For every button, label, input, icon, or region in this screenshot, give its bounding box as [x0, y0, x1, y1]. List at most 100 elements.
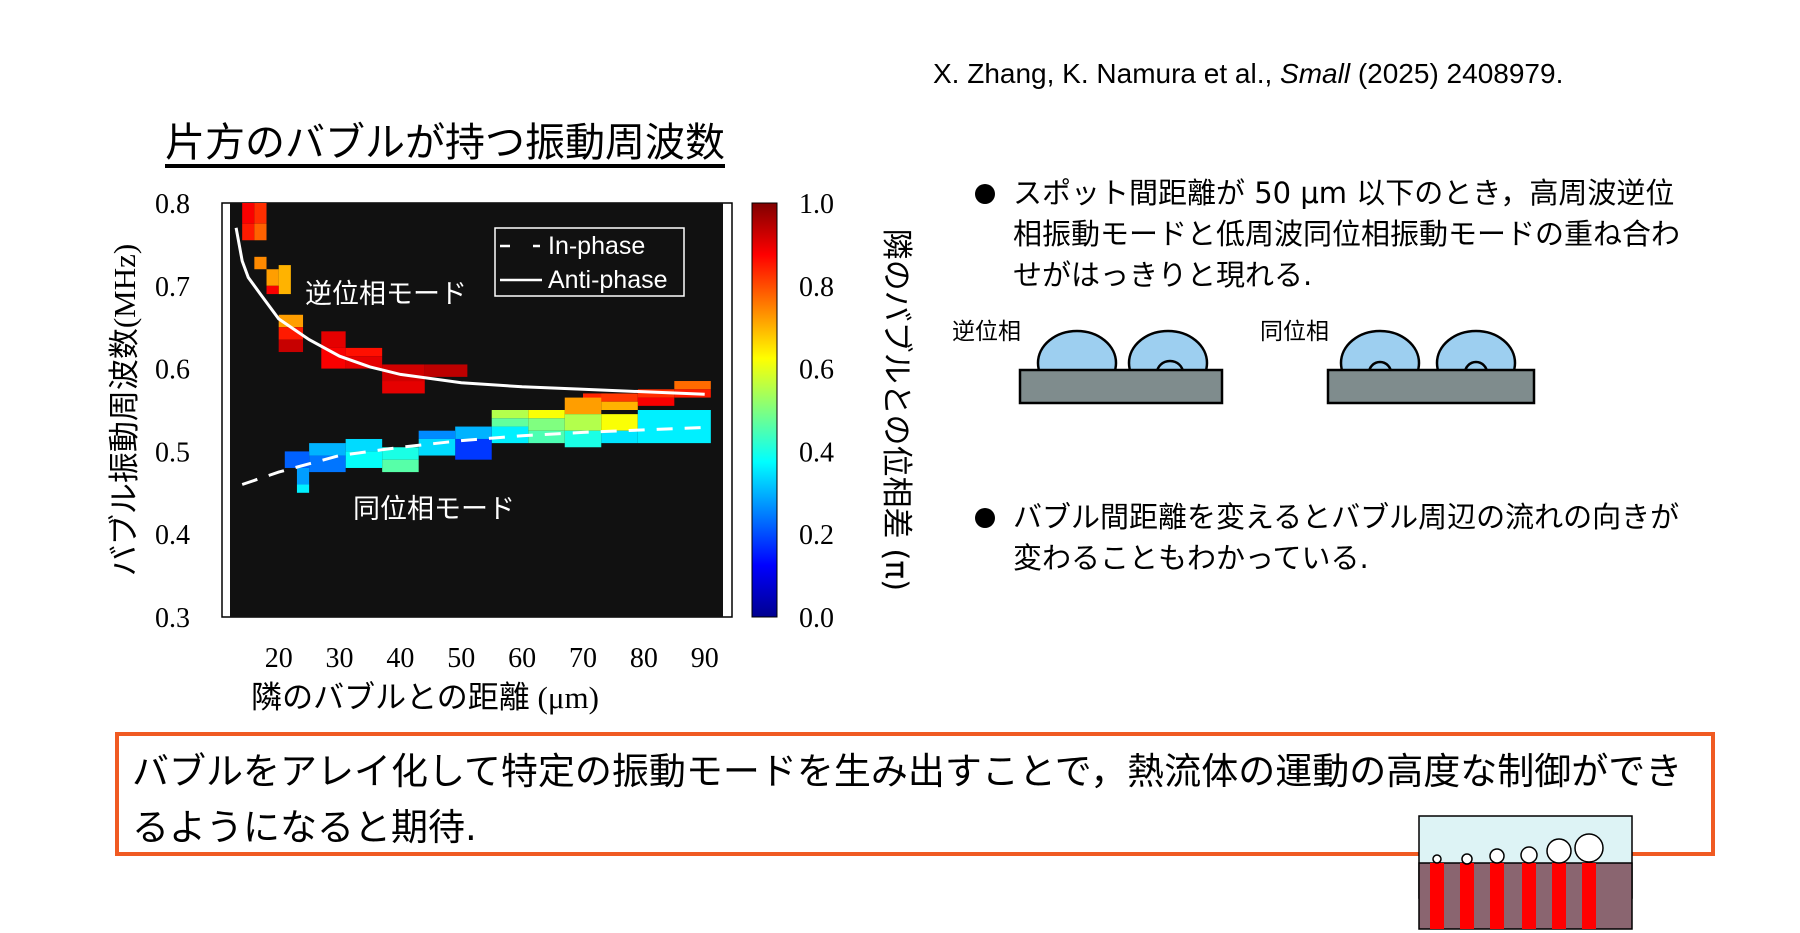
heatmap-cell	[564, 414, 602, 431]
heatmap-cell	[309, 443, 346, 456]
heatmap-cell	[491, 410, 529, 419]
heatmap-cell	[418, 430, 456, 439]
bullet-dot	[975, 184, 995, 204]
heatmap-cell	[382, 459, 419, 473]
y-tick-label: 0.5	[155, 437, 190, 468]
citation-authors: X. Zhang, K. Namura et al.,	[933, 58, 1281, 89]
heatmap-cell	[455, 438, 492, 460]
x-tick-label: 30	[326, 643, 354, 674]
x-tick-label: 40	[386, 643, 414, 674]
bubble-array-illustration	[1418, 815, 1633, 930]
bubble	[1461, 853, 1473, 865]
heater-strip	[1552, 863, 1566, 929]
heatmap-cell	[418, 438, 456, 456]
bubble-diagram: 逆位相 同位相	[952, 319, 1538, 408]
heatmap-cells	[242, 203, 711, 493]
colorbar-ticks: 0.0 0.2 0.4 0.6 0.8 1.0	[799, 189, 834, 634]
legend-anti-phase-label: Anti-phase	[548, 266, 668, 294]
in-phase-line	[241, 425, 705, 486]
legend-box	[494, 227, 685, 297]
heater-strip	[1522, 863, 1536, 929]
heatmap-cell	[345, 347, 383, 357]
anti-phase-diagram-label: 逆位相	[952, 319, 1021, 345]
x-tick-label: 80	[630, 643, 658, 674]
colorbar	[751, 202, 778, 618]
heatmap-cell	[254, 256, 267, 270]
bullet-text: スポット間距離が 50 μm 以下のとき，高周波逆位相振動モードと低周波同位相振…	[1013, 176, 1681, 292]
x-tick-label: 50	[447, 643, 475, 674]
conclusion-box	[115, 732, 1715, 856]
y-tick-label: 0.3	[155, 603, 190, 634]
heatmap-cell	[296, 467, 310, 485]
in-phase-mode-annotation: 同位相モード	[353, 494, 515, 525]
heatmap-cell	[455, 426, 492, 439]
colorbar-tick-label: 0.8	[799, 272, 834, 303]
heatmap-cell	[278, 265, 291, 295]
legend: In-phase Anti-phase	[494, 227, 685, 297]
colorbar-tick-label: 1.0	[799, 189, 834, 220]
heatmap-cell	[309, 455, 346, 473]
heater-strip	[1460, 863, 1474, 929]
heatmap-cell	[321, 347, 346, 369]
y-tick-label: 0.6	[155, 355, 190, 386]
anti-phase-mode-annotation: 逆位相モード	[305, 279, 467, 310]
heatmap-cell	[601, 414, 638, 431]
x-tick-label: 70	[569, 643, 597, 674]
bullet-dot	[975, 508, 995, 528]
colorbar-label: 隣のバブルとの位相差 (π)	[878, 229, 914, 591]
heatmap-cell	[254, 203, 267, 224]
heatmap-cell	[382, 447, 419, 460]
citation-journal: Small	[1280, 58, 1351, 89]
heatmap-cell	[528, 410, 565, 419]
substrate	[1326, 368, 1536, 405]
x-axis-label: 隣のバブルとの距離 (μm)	[251, 680, 599, 715]
substrate	[1018, 368, 1224, 405]
colorbar-tick-label: 0.2	[799, 520, 834, 551]
citation: X. Zhang, K. Namura et al., Small (2025)…	[933, 58, 1563, 90]
heatmap-cell	[491, 418, 529, 427]
y-tick-label: 0.4	[155, 520, 190, 551]
heatmap-cell	[601, 393, 638, 402]
series-lines	[234, 227, 705, 486]
anti-phase-line	[234, 227, 705, 396]
x-axis-ticks: 20 30 40 50 60 70 80 90	[265, 643, 719, 674]
bubble	[1546, 838, 1572, 864]
y-tick-label: 0.8	[155, 189, 190, 220]
x-tick-label: 60	[508, 643, 536, 674]
bubble	[1432, 854, 1442, 864]
heatmap-cell	[296, 484, 310, 493]
heater-strip	[1582, 863, 1596, 929]
legend-in-phase-label: In-phase	[548, 232, 645, 260]
heatmap-cell	[242, 203, 255, 224]
heatmap-cell	[284, 451, 310, 468]
bubble	[1520, 846, 1538, 864]
heatmap-cell	[345, 438, 383, 452]
heatmap-cell	[601, 430, 638, 444]
heatmap-cell	[674, 381, 711, 390]
colorbar-tick-label: 0.6	[799, 355, 834, 386]
y-axis-label: バブル振動周波数(MHz)	[107, 244, 142, 576]
heatmap-cell	[601, 401, 638, 410]
heatmap-cell	[345, 451, 383, 468]
y-tick-label: 0.7	[155, 272, 190, 303]
section-title: 片方のバブルが持つ振動周波数	[165, 120, 725, 166]
heatmap-cell	[491, 426, 529, 444]
heatmap-cell	[321, 331, 346, 348]
citation-rest: (2025) 2408979.	[1350, 58, 1564, 89]
heatmap-cell	[278, 339, 304, 353]
heatmap-cell	[266, 285, 279, 295]
heatmap-cell	[382, 381, 425, 394]
heatmap-cell	[564, 397, 602, 415]
bullet-item: バブル間距離を変えるとバブル周辺の流れの向きが変わることもわかっている.	[975, 497, 1695, 579]
heatmap-cell	[266, 269, 279, 286]
heatmap-cell	[564, 430, 602, 448]
heatmap-cell	[424, 364, 468, 377]
heatmap-cell	[254, 223, 267, 241]
x-tick-label: 20	[265, 643, 293, 674]
x-tick-label: 90	[691, 643, 719, 674]
bullet-text: バブル間距離を変えるとバブル周辺の流れの向きが変わることもわかっている.	[1013, 500, 1680, 575]
heater-strip	[1430, 863, 1444, 929]
heatmap-cell	[345, 356, 383, 369]
y-axis-ticks: 0.3 0.4 0.5 0.6 0.7 0.8	[155, 189, 190, 634]
colorbar-tick-label: 0.0	[799, 603, 834, 634]
